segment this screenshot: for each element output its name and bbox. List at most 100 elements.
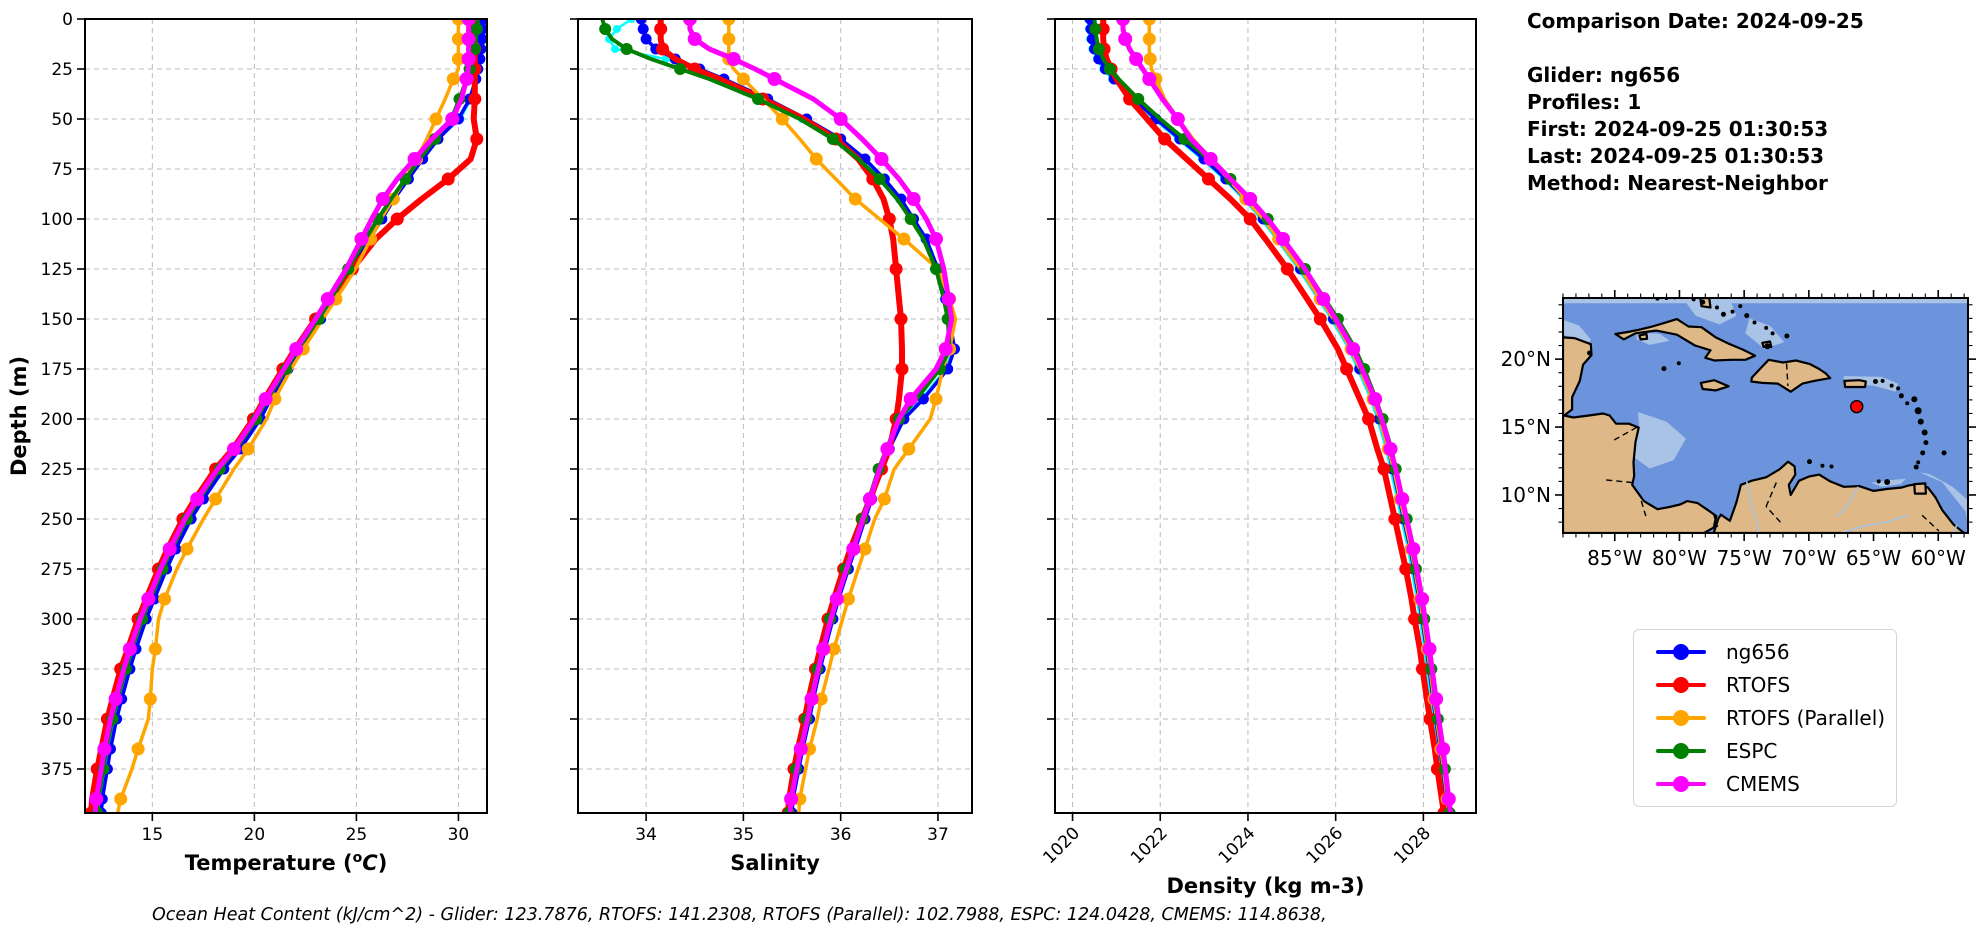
map-lat-tick-label: 10°N xyxy=(1501,483,1551,507)
map-islet xyxy=(1587,350,1593,356)
y-tick-label: 250 xyxy=(41,510,73,530)
x-axis-title-temperature: Temperature (oC) xyxy=(185,850,388,875)
map-islet xyxy=(1714,305,1719,310)
map-islet xyxy=(1876,479,1881,484)
map-border xyxy=(1606,479,1632,484)
map-islet xyxy=(1896,386,1901,391)
map-islet xyxy=(1661,366,1667,372)
y-tick-label: 275 xyxy=(41,560,73,580)
map-shallow-water xyxy=(1745,318,1785,349)
map-border xyxy=(1921,514,1940,532)
map-lon-tick-label: 65°W xyxy=(1846,546,1901,570)
map-lat-tick-label: 15°N xyxy=(1501,415,1551,439)
map-lat-tick-label: 20°N xyxy=(1501,347,1551,371)
y-tick-label: 200 xyxy=(41,410,73,430)
map-land xyxy=(1712,460,1966,533)
map-islet xyxy=(1770,331,1775,336)
series-rtofs_p-temperature xyxy=(114,18,465,814)
map-border xyxy=(1640,500,1647,517)
map-river xyxy=(1952,524,1958,533)
plot-salinity: 34 35 36 37 Salinity xyxy=(570,18,973,875)
map-land xyxy=(1843,379,1867,389)
x-tick-label: 15 xyxy=(142,825,164,845)
y-tick-label: 125 xyxy=(41,260,73,280)
map-border xyxy=(1785,363,1789,387)
y-tick-label: 300 xyxy=(41,610,73,630)
glider-location-marker xyxy=(1850,399,1864,414)
map-land xyxy=(1750,358,1832,393)
map-islet xyxy=(1829,464,1834,469)
map-islet xyxy=(1921,429,1928,436)
map-lon-tick-label: 60°W xyxy=(1911,546,1966,570)
map-land xyxy=(1563,336,1718,533)
map-lon-tick-label: 75°W xyxy=(1717,546,1772,570)
map-islet xyxy=(1914,407,1922,415)
legend: ng656 RTOFS RTOFS (Parallel) ESPC CMEMS xyxy=(1633,629,1897,807)
series-cmems-temperature xyxy=(89,18,476,814)
map-islet xyxy=(1923,440,1929,446)
map-islet xyxy=(1764,343,1771,350)
map-river xyxy=(1745,481,1760,533)
map-group: 85°W 80°W 75°W 70°W 65°W 60°W 20°N 15°N 10°N xyxy=(1501,290,1976,570)
map-islet xyxy=(1806,459,1812,465)
legend-item-ng656: ng656 xyxy=(1634,640,1896,664)
legend-item-espc: ESPC xyxy=(1634,739,1896,763)
map-land xyxy=(1638,332,1649,341)
y-tick-label: 100 xyxy=(41,210,73,230)
legend-line-marker-icon xyxy=(1656,677,1706,694)
x-axis-title-density: Density (kg m-3) xyxy=(1166,874,1364,898)
first-profile-time-text: First: 2024-09-25 01:30:53 xyxy=(1527,117,1829,141)
plot-temperature: 15 20 25 3002550751001251501752002252502753… xyxy=(41,10,488,875)
map-land xyxy=(1614,318,1757,362)
map-river xyxy=(1836,486,1859,518)
x-axis-title-salinity: Salinity xyxy=(730,851,820,875)
series-cmems-salinity xyxy=(682,18,956,814)
map-frame xyxy=(1562,297,1969,534)
x-tick-label: 35 xyxy=(733,825,755,845)
legend-item-rtofs: RTOFS xyxy=(1634,673,1896,697)
map-islet xyxy=(1764,325,1769,330)
map-islet xyxy=(1920,450,1926,456)
map-islet xyxy=(1784,333,1790,339)
x-tick-label: 30 xyxy=(448,825,470,845)
map-border xyxy=(1765,506,1781,523)
legend-item-cmems: CMEMS xyxy=(1634,772,1896,796)
method-text: Method: Nearest-Neighbor xyxy=(1527,171,1828,195)
map-land xyxy=(1913,482,1927,495)
map-shallow-water xyxy=(1686,298,1737,325)
legend-label: RTOFS xyxy=(1726,673,1791,698)
y-tick-label: 25 xyxy=(51,60,73,80)
legend-line-marker-icon xyxy=(1656,644,1706,661)
map-river xyxy=(1842,513,1909,533)
y-tick-label: 0 xyxy=(62,10,73,30)
legend-line-marker-icon xyxy=(1656,709,1706,726)
last-profile-time-text: Last: 2024-09-25 01:30:53 xyxy=(1527,144,1825,168)
map-islet xyxy=(1738,304,1743,309)
map-border xyxy=(1712,513,1719,528)
map-islet xyxy=(1905,401,1910,406)
x-tick-label: 36 xyxy=(830,825,852,845)
legend-line-marker-icon xyxy=(1656,775,1706,792)
map-islet xyxy=(1720,311,1726,317)
map-shallow-water xyxy=(1563,298,1968,304)
y-tick-label: 75 xyxy=(51,160,73,180)
y-tick-label: 375 xyxy=(41,760,73,780)
y-tick-label: 325 xyxy=(41,660,73,680)
map-islet xyxy=(1913,464,1919,470)
y-tick-label: 50 xyxy=(51,110,73,130)
map-islet xyxy=(1917,418,1924,425)
x-tick-label: 25 xyxy=(346,825,368,845)
map-lon-tick-label: 70°W xyxy=(1781,546,1836,570)
ocean-heat-content-note: Ocean Heat Content (kJ/cm^2) - Glider: 1… xyxy=(152,905,1327,925)
legend-item-rtofs-parallel: RTOFS (Parallel) xyxy=(1634,706,1896,730)
map-shallow-water xyxy=(1633,412,1686,469)
series-cmems-density xyxy=(1116,18,1456,814)
legend-label: RTOFS (Parallel) xyxy=(1726,705,1886,730)
map-border xyxy=(1563,414,1573,419)
y-axis-title: Depth (m) xyxy=(7,356,31,476)
map-islet xyxy=(1880,378,1885,383)
x-tick-label: 37 xyxy=(927,825,949,845)
map-islet xyxy=(1872,379,1878,385)
